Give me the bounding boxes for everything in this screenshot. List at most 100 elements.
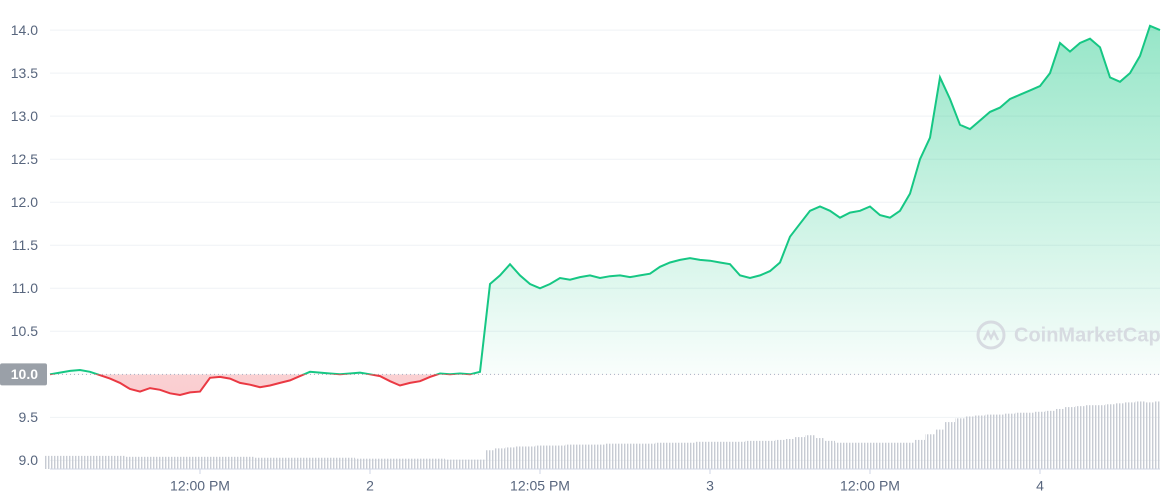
volume-bar xyxy=(355,458,365,469)
y-tick-label: 13.5 xyxy=(11,65,38,81)
volume-bar xyxy=(715,441,725,469)
volume-bar xyxy=(875,442,885,469)
volume-bar xyxy=(635,443,645,469)
volume-bar xyxy=(1075,406,1085,469)
volume-bar xyxy=(335,457,345,469)
volume-bar xyxy=(1035,411,1045,469)
volume-bar xyxy=(225,456,235,469)
volume-bar xyxy=(965,416,975,469)
volume-bar xyxy=(625,443,635,469)
x-tick-label: 12:00 PM xyxy=(170,478,230,494)
volume-bar xyxy=(405,458,415,469)
volume-bar xyxy=(75,455,85,469)
volume-bar xyxy=(795,437,805,469)
volume-bar xyxy=(435,458,445,469)
volume-bar xyxy=(1085,405,1095,469)
y-tick-label: 11.5 xyxy=(12,237,38,253)
volume-bar xyxy=(775,439,785,469)
volume-bar xyxy=(575,444,585,469)
volume-bar xyxy=(755,440,765,469)
volume-bar xyxy=(1055,408,1065,469)
y-tick-label: 10.0 xyxy=(11,366,38,382)
volume-bar xyxy=(385,458,395,469)
volume-bar xyxy=(1125,402,1135,469)
volume-bar xyxy=(65,455,75,469)
volume-bar xyxy=(315,457,325,469)
volume-bar xyxy=(165,456,175,469)
volume-bar xyxy=(115,455,125,469)
volume-bar xyxy=(925,434,935,469)
volume-bar xyxy=(655,442,665,469)
volume-bar xyxy=(1145,402,1155,469)
volume-bar xyxy=(375,458,385,469)
y-tick-label: 12.5 xyxy=(11,151,38,167)
price-line-down xyxy=(50,374,474,397)
volume-bar xyxy=(1015,412,1025,469)
volume-bar xyxy=(325,457,335,469)
volume-bar xyxy=(475,459,485,469)
volume-bar xyxy=(975,415,985,469)
y-tick-label: 9.0 xyxy=(19,452,39,468)
volume-bar xyxy=(845,442,855,469)
volume-bar xyxy=(935,429,945,469)
x-tick-label: 12:05 PM xyxy=(510,478,570,494)
volume-bar xyxy=(125,456,135,469)
volume-bar xyxy=(695,441,705,469)
volume-bar xyxy=(955,418,965,469)
baseline-label-box xyxy=(0,363,47,386)
volume-bar xyxy=(1105,404,1115,469)
volume-bar xyxy=(175,456,185,469)
volume-bar xyxy=(585,444,595,469)
volume-bar xyxy=(135,456,145,469)
volume-bar xyxy=(605,443,615,469)
y-tick-label: 14.0 xyxy=(11,22,38,38)
volume-bar xyxy=(195,456,205,469)
volume-bar xyxy=(265,457,275,469)
volume-bar xyxy=(835,442,845,469)
watermark-text: CoinMarketCap xyxy=(1014,324,1161,346)
volume-bar xyxy=(425,458,435,469)
volume-bar xyxy=(685,442,695,469)
volume-bar xyxy=(1095,405,1105,469)
x-tick-label: 12:00 PM xyxy=(840,478,900,494)
volume-bar xyxy=(905,442,915,469)
volume-bar xyxy=(1065,407,1075,469)
y-tick-label: 11.0 xyxy=(12,280,38,296)
volume-bar xyxy=(245,456,255,469)
volume-bar xyxy=(255,457,265,469)
volume-bar xyxy=(825,440,835,469)
volume-bar xyxy=(595,444,605,469)
area-up xyxy=(50,25,1160,375)
volume-bar xyxy=(85,455,95,469)
volume-bar xyxy=(235,456,245,469)
volume-bar xyxy=(725,441,735,469)
volume-bar xyxy=(525,446,535,469)
volume-bar xyxy=(895,442,905,469)
watermark: CoinMarketCap xyxy=(976,320,1161,350)
x-tick-label: 2 xyxy=(366,478,374,494)
volume-bar xyxy=(465,459,475,469)
price-line-up xyxy=(49,24,1161,375)
volume-bar xyxy=(275,457,285,469)
volume-bar xyxy=(945,422,955,469)
volume-bar xyxy=(445,459,455,469)
volume-bar xyxy=(95,455,105,469)
volume-bar xyxy=(505,447,515,469)
volume-bar xyxy=(55,455,65,469)
y-tick-label: 9.5 xyxy=(19,409,39,425)
volume-bar xyxy=(535,445,545,469)
volume-bar xyxy=(665,442,675,469)
volume-bar xyxy=(45,455,55,469)
volume-bar xyxy=(855,442,865,469)
volume-bar xyxy=(285,457,295,469)
volume-bar xyxy=(805,435,815,469)
y-tick-label: 13.0 xyxy=(11,108,38,124)
volume-bar xyxy=(765,440,775,469)
x-tick-label: 4 xyxy=(1036,478,1044,494)
volume-bar xyxy=(675,442,685,469)
volume-bar xyxy=(455,459,465,469)
volume-bar xyxy=(705,441,715,469)
volume-bar xyxy=(305,457,315,469)
volume-bar xyxy=(145,456,155,469)
volume-bar xyxy=(785,438,795,469)
